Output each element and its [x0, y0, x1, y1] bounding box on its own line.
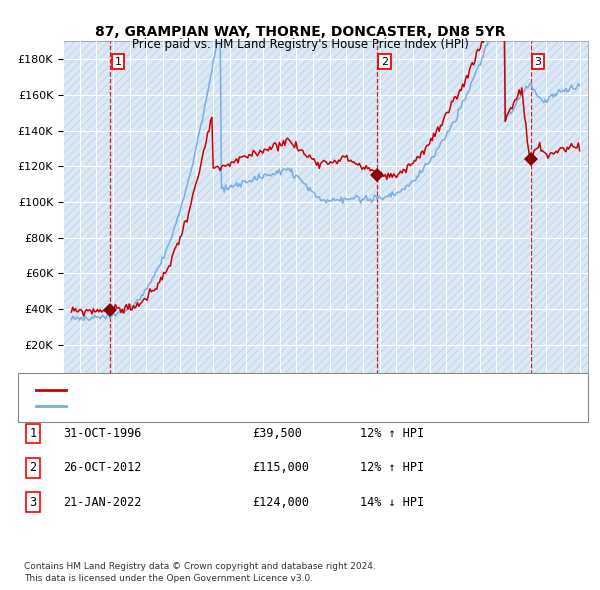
- Text: Price paid vs. HM Land Registry's House Price Index (HPI): Price paid vs. HM Land Registry's House …: [131, 38, 469, 51]
- Text: £115,000: £115,000: [252, 461, 309, 474]
- Text: 26-OCT-2012: 26-OCT-2012: [63, 461, 142, 474]
- Text: 3: 3: [535, 57, 542, 67]
- Text: 1: 1: [29, 427, 37, 440]
- Text: 1: 1: [115, 57, 121, 67]
- Text: 2: 2: [381, 57, 388, 67]
- Text: HPI: Average price, semi-detached house, Doncaster: HPI: Average price, semi-detached house,…: [72, 401, 347, 411]
- Text: 87, GRAMPIAN WAY, THORNE, DONCASTER, DN8 5YR (semi-detached house): 87, GRAMPIAN WAY, THORNE, DONCASTER, DN8…: [72, 385, 470, 395]
- Text: 21-JAN-2022: 21-JAN-2022: [63, 496, 142, 509]
- Text: 12% ↑ HPI: 12% ↑ HPI: [360, 427, 424, 440]
- Text: 31-OCT-1996: 31-OCT-1996: [63, 427, 142, 440]
- Text: £39,500: £39,500: [252, 427, 302, 440]
- Text: Contains HM Land Registry data © Crown copyright and database right 2024.: Contains HM Land Registry data © Crown c…: [24, 562, 376, 571]
- Text: 14% ↓ HPI: 14% ↓ HPI: [360, 496, 424, 509]
- Text: 2: 2: [29, 461, 37, 474]
- Text: 12% ↑ HPI: 12% ↑ HPI: [360, 461, 424, 474]
- Text: 3: 3: [29, 496, 37, 509]
- Text: 87, GRAMPIAN WAY, THORNE, DONCASTER, DN8 5YR: 87, GRAMPIAN WAY, THORNE, DONCASTER, DN8…: [95, 25, 505, 39]
- Text: This data is licensed under the Open Government Licence v3.0.: This data is licensed under the Open Gov…: [24, 574, 313, 583]
- Text: £124,000: £124,000: [252, 496, 309, 509]
